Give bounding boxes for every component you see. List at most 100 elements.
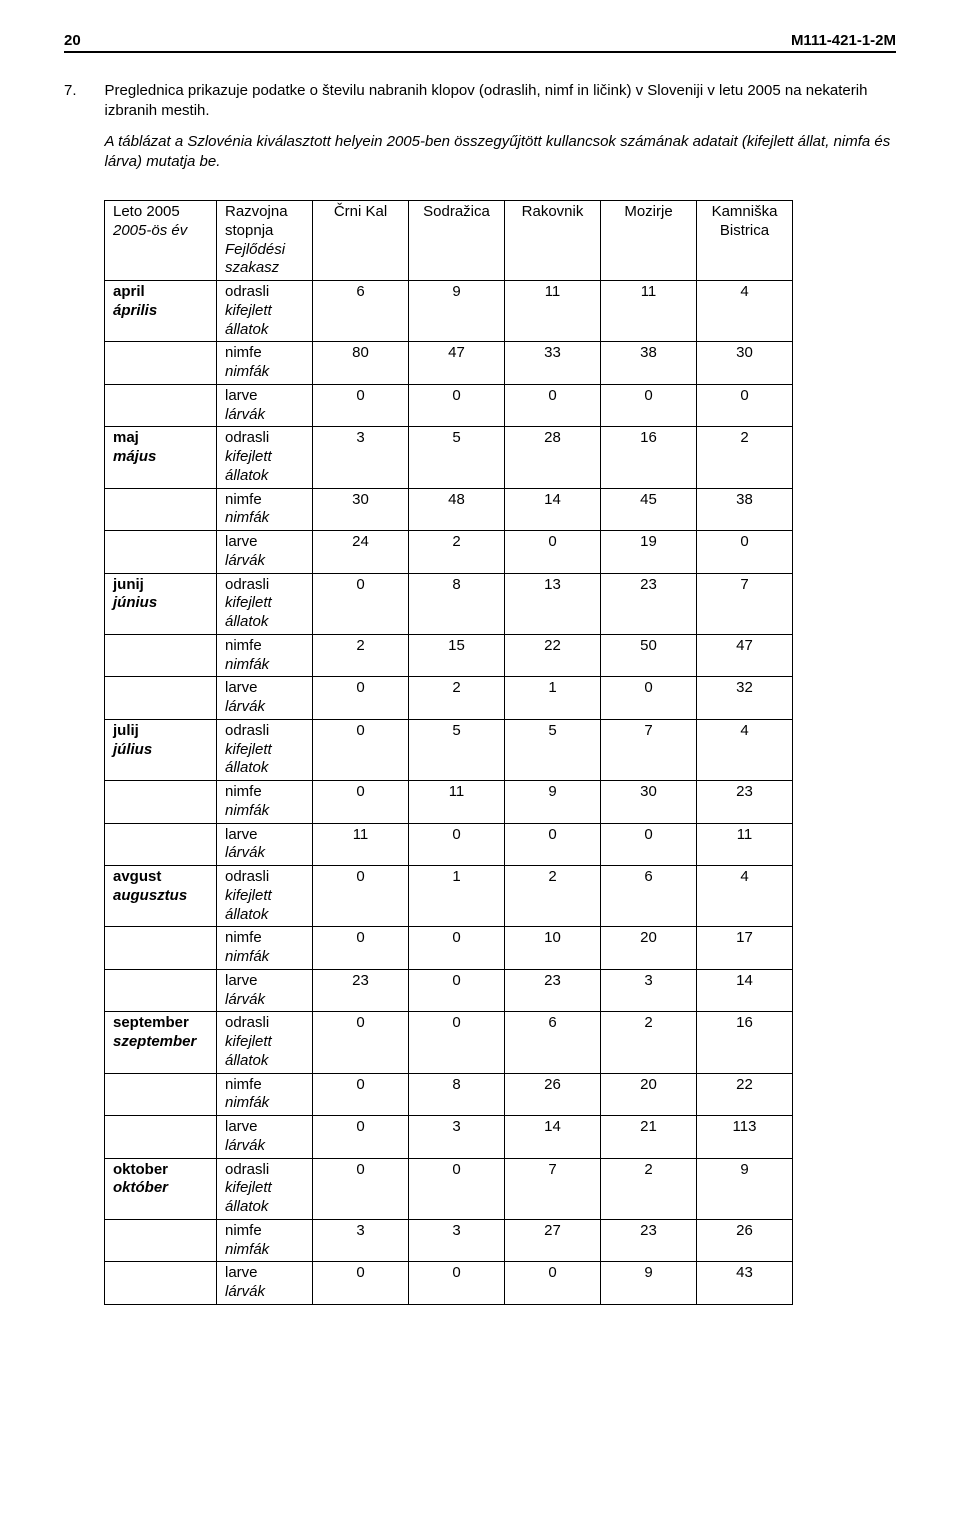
table-cell: nimfenimfák [217,927,313,970]
table-row: nimfenimfák3048144538 [105,488,793,531]
table-cell: 30 [601,781,697,824]
table-cell: larvelárvák [217,1116,313,1159]
table-cell [105,634,217,677]
table-cell: 0 [313,866,409,927]
table-row: larvelárvák2420190 [105,531,793,574]
table-cell: 4 [697,719,793,780]
table-row: junijjúniusodraslikifejlettállatok081323… [105,573,793,634]
table-cell: 23 [601,1219,697,1262]
table-cell [105,677,217,720]
question-text-sl: Preglednica prikazuje podatke o številu … [105,81,896,122]
table-cell: 5 [409,427,505,488]
table-cell: 24 [313,531,409,574]
table-row: nimfenimfák8047333830 [105,342,793,385]
table-cell: 0 [313,781,409,824]
table-row: larvelárvák031421113 [105,1116,793,1159]
table-cell: 21 [601,1116,697,1159]
table-cell: nimfenimfák [217,1073,313,1116]
table-cell: odraslikifejlettállatok [217,281,313,342]
table-cell: 20 [601,927,697,970]
table-cell: 5 [505,719,601,780]
table-cell: 0 [409,823,505,866]
page-header: 20 M111-421-1-2M [64,32,896,53]
table-row: larvelárvák00000 [105,384,793,427]
table-cell: 2 [313,634,409,677]
table-cell: oktoberoktóber [105,1158,217,1219]
table-cell: 0 [313,1012,409,1073]
table-row: apriláprilisodraslikifejlettállatok69111… [105,281,793,342]
table-cell: 22 [505,634,601,677]
table-cell: 0 [505,1262,601,1305]
table-cell: nimfenimfák [217,634,313,677]
table-cell: larvelárvák [217,531,313,574]
table-row: Leto 20052005-ös évRazvojnastopnjaFejlőd… [105,201,793,281]
table-cell: 2 [601,1158,697,1219]
table-cell: 11 [505,281,601,342]
question-number: 7. [64,81,77,182]
table-cell: larvelárvák [217,1262,313,1305]
table-cell [105,342,217,385]
table-cell [105,1073,217,1116]
table-cell: 16 [697,1012,793,1073]
table-cell: 1 [409,866,505,927]
table-cell: 16 [601,427,697,488]
table-cell: 50 [601,634,697,677]
table-row: majmájusodraslikifejlettállatok3528162 [105,427,793,488]
table-cell: avgustaugusztus [105,866,217,927]
question-text-hu: A táblázat a Szlovénia kiválasztott hely… [105,132,896,173]
table-cell: 27 [505,1219,601,1262]
table-cell: 30 [313,488,409,531]
table-cell [105,1262,217,1305]
table-cell: 8 [409,1073,505,1116]
question-block: 7. Preglednica prikazuje podatke o števi… [64,81,896,182]
table-cell: 47 [409,342,505,385]
table-cell: 113 [697,1116,793,1159]
table-cell: 0 [409,927,505,970]
table-cell: 6 [505,1012,601,1073]
table-cell: nimfenimfák [217,781,313,824]
table-cell: 47 [697,634,793,677]
table-cell: majmájus [105,427,217,488]
table-cell: 7 [697,573,793,634]
table-cell: 14 [697,969,793,1012]
table-cell: 14 [505,1116,601,1159]
table-cell [105,488,217,531]
table-row: larvelárvák021032 [105,677,793,720]
table-cell: junijjúnius [105,573,217,634]
table-cell: 8 [409,573,505,634]
table-cell: 9 [697,1158,793,1219]
table-cell: odraslikifejlettállatok [217,1158,313,1219]
table-cell: 38 [697,488,793,531]
table-cell: 0 [409,1262,505,1305]
table-cell: 11 [601,281,697,342]
table-row: nimfenimfák00102017 [105,927,793,970]
table-row: nimfenimfák08262022 [105,1073,793,1116]
table-row: nimfenimfák33272326 [105,1219,793,1262]
table-cell: 1 [505,677,601,720]
table-cell: 0 [505,531,601,574]
table-cell: 32 [697,677,793,720]
table-cell: 0 [313,719,409,780]
table-cell: Rakovnik [505,201,601,281]
table-cell: apriláprilis [105,281,217,342]
table-cell: 4 [697,866,793,927]
table-cell: 9 [409,281,505,342]
table-cell: 0 [505,823,601,866]
table-cell: 6 [601,866,697,927]
table-cell: Črni Kal [313,201,409,281]
table-cell: 0 [505,384,601,427]
table-cell: odraslikifejlettállatok [217,573,313,634]
table-cell: larvelárvák [217,969,313,1012]
table-cell: 0 [697,531,793,574]
table-cell: 0 [313,927,409,970]
table-cell: 3 [409,1219,505,1262]
table-cell: Sodražica [409,201,505,281]
table-cell: 26 [697,1219,793,1262]
table-cell: 23 [505,969,601,1012]
table-cell: 13 [505,573,601,634]
table-cell [105,927,217,970]
table-cell: larvelárvák [217,677,313,720]
table-cell: 7 [505,1158,601,1219]
table-cell: 48 [409,488,505,531]
table-cell: 2 [697,427,793,488]
